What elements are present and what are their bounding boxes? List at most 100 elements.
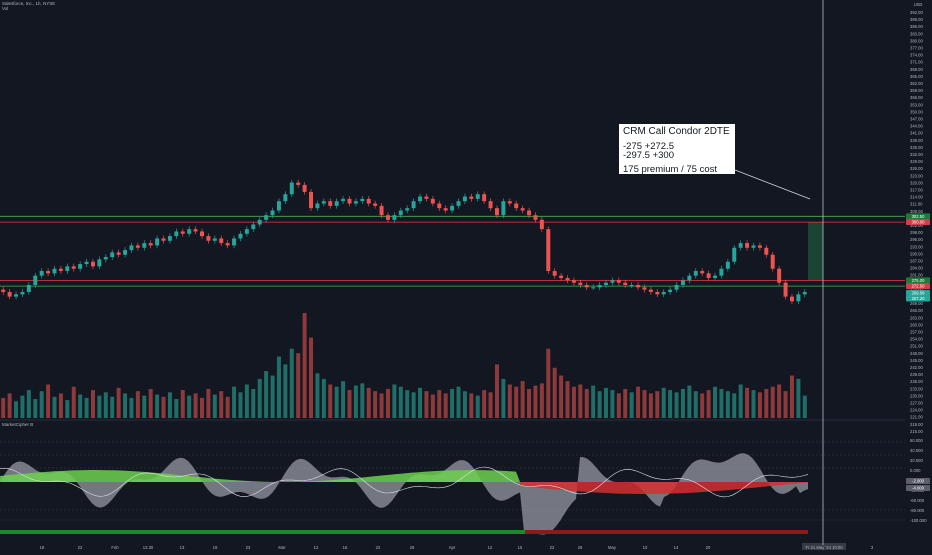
candle-body [97,259,102,267]
candle-body [539,219,544,230]
candle-body [629,284,634,286]
candle-body [680,280,685,285]
candle-body [187,229,192,234]
volume-bar [78,394,83,418]
price-tick-label: 266.00 [910,308,923,313]
candle-body [142,243,147,248]
volume-bar [167,392,172,418]
candle-body [552,271,557,276]
price-tick-label: 263.00 [910,315,923,320]
volume-bar [636,386,641,418]
candle-body [591,287,596,289]
trade-callout[interactable]: CRM Call Condor 2DTE -275 +272.5 -297.5 … [619,124,735,183]
candle-body [296,182,301,185]
volume-bar [687,385,692,418]
candle-body [84,261,89,265]
candle-body [321,201,326,204]
volume-bar [623,388,628,418]
candle-body [232,238,237,246]
candle-body [244,229,249,234]
candle-body [642,287,647,290]
candle-body [328,201,333,206]
price-tick-label: 392.00 [910,10,923,15]
candle-body [33,275,38,285]
price-badge [906,219,930,226]
candle-body [161,238,166,241]
volume-bar [52,396,57,418]
price-tick-label: 314.00 [910,195,923,200]
price-tick-label: 227.00 [910,401,923,406]
price-badge-label: 275.00 [912,278,925,283]
time-tick-label: 23 [246,545,251,550]
candle-body [789,296,794,302]
volume-bar [309,337,314,418]
candle-body [738,243,743,248]
volume-bar [283,364,288,418]
price-tick-label: 329.00 [910,159,923,164]
candle-body [713,275,718,279]
price-axis-background [905,0,932,550]
candle-body [571,280,576,283]
volume-bar [65,400,70,418]
price-badge-label: 267.20 [912,296,925,301]
candle-body [802,291,807,295]
volume-bar [84,397,89,418]
price-badge-label: 300.00 [912,220,925,225]
candle-body [411,201,416,209]
price-tick-label: 260.00 [910,322,923,327]
candle-body [405,208,410,211]
price-tick-label: 230.00 [910,393,923,398]
candle-body [533,215,538,220]
volume-bar [668,390,673,418]
candle-body [488,201,493,209]
price-tick-label: 350.00 [910,109,923,114]
candle-body [469,196,474,199]
candle-body [238,233,243,239]
volume-bar [616,393,621,418]
candle-body [668,289,673,292]
volume-bar [392,384,397,418]
candle-body [219,238,224,244]
price-tick-label: 290.00 [910,251,923,256]
candle-body [655,291,660,295]
price-tick-label: 257.00 [910,330,923,335]
oscillator-badge-label: -4.000 [912,486,925,491]
volume-bar [469,393,474,418]
candle-body [693,271,698,276]
price-tick-label: 218.00 [910,422,923,427]
time-tick-label: 20 [706,545,711,550]
candle-body [507,201,512,204]
price-tick-label: 254.00 [910,337,923,342]
volume-bar [161,396,166,418]
volume-bar [648,393,653,418]
volume-bar [719,388,724,418]
candle-body [264,215,269,220]
volume-bar [46,384,51,418]
candle-body [90,261,95,267]
volume-bar [148,388,153,418]
candle-body [174,231,179,237]
candle-body [270,210,275,216]
candle-body [71,266,76,269]
time-tick-label: 12 [488,545,493,550]
candle-body [584,284,589,288]
volume-bar [578,384,583,418]
candle-body [283,194,288,202]
candle-body [26,284,31,292]
price-tick-label: 368.00 [910,67,923,72]
volume-bar [764,388,769,418]
candle-body [309,191,314,209]
volume-bar [264,371,269,418]
candle-body [604,282,608,285]
volume-bar [604,387,608,418]
candle-body [719,268,724,276]
volume-bar [276,356,281,418]
price-tick-label: 371.00 [910,60,923,65]
time-tick-label: 26 [410,545,415,550]
candle-body [456,201,461,206]
candle-body [116,252,121,255]
volume-bar [385,388,390,418]
candle-body [251,224,256,230]
